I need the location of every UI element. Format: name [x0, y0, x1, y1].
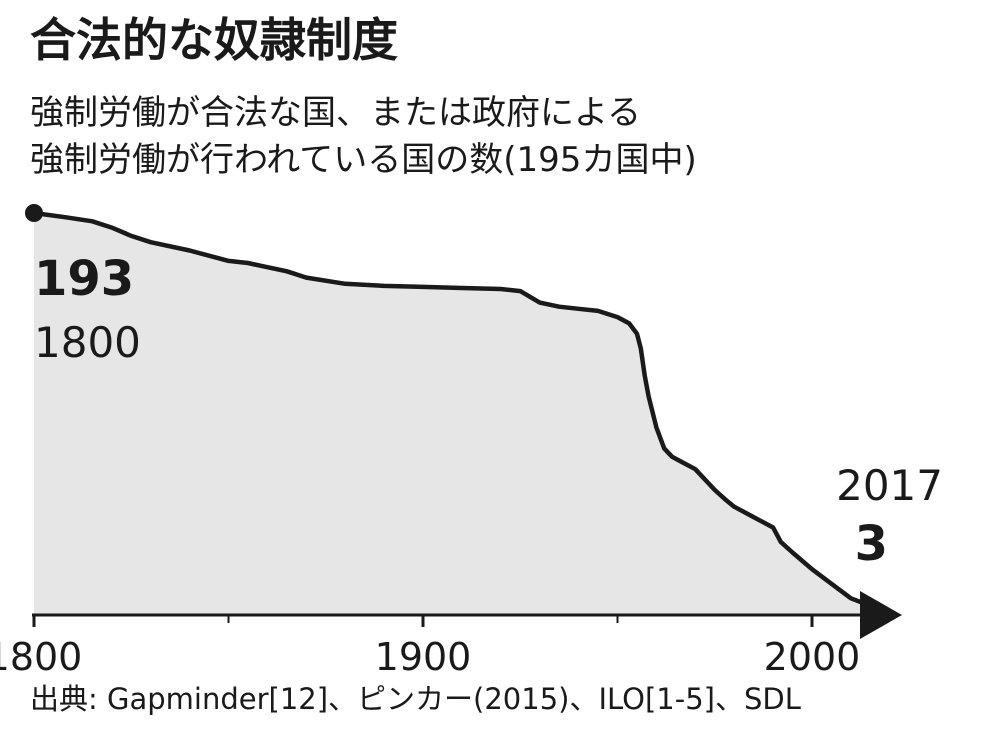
x-tick-label-1800: 1800 [0, 635, 82, 679]
chart-subtitle: 強制労働が合法な国、または政府による 強制労働が行われている国の数(195カ国中… [30, 90, 697, 184]
x-tick-label-1900: 1900 [375, 635, 472, 679]
end-year-label: 2017 [836, 461, 943, 510]
chart-subtitle-line-1: 強制労働が合法な国、または政府による [30, 93, 641, 133]
start-value-label: 193 [34, 251, 134, 307]
chart-title: 合法的な奴隷制度 [30, 13, 398, 67]
area-fill [34, 213, 879, 615]
x-axis-ticks: 1800 1900 2000 [0, 615, 860, 679]
x-axis-arrow-icon [860, 591, 902, 639]
start-year-label: 1800 [34, 318, 141, 367]
x-tick-label-2000: 2000 [764, 635, 861, 679]
end-value-label: 3 [855, 516, 888, 572]
series-line [31, 210, 881, 612]
chart-subtitle-line-2: 強制労働が行われている国の数(195カ国中) [30, 139, 697, 180]
source-note: 出典: Gapminder[12]、ピンカー(2015)、ILO[1-5]、SD… [30, 682, 801, 716]
start-point-marker [25, 204, 43, 222]
